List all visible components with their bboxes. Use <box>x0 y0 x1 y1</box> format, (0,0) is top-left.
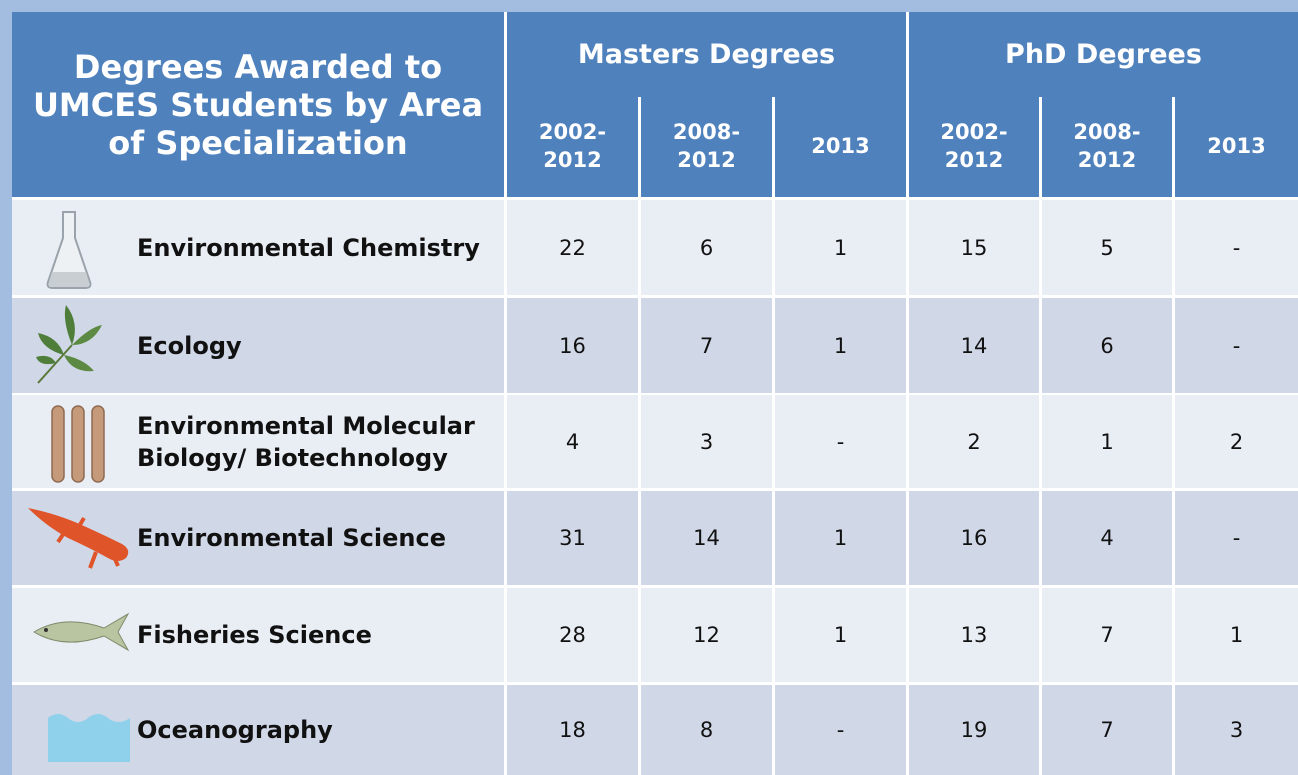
header-title: Degrees Awarded to UMCES Students by Are… <box>12 12 504 197</box>
cell: 14 <box>641 491 772 585</box>
cell: - <box>1175 200 1298 295</box>
cell: 22 <box>507 200 638 295</box>
cell: 12 <box>641 588 772 682</box>
cell: 2 <box>1175 395 1298 488</box>
cell: 31 <box>507 491 638 585</box>
leaf-icon <box>36 305 102 384</box>
cell: - <box>775 685 906 775</box>
cell: 1 <box>1042 395 1172 488</box>
cell: 3 <box>1175 685 1298 775</box>
cell: 13 <box>909 588 1039 682</box>
cell: 1 <box>775 298 906 393</box>
cell: - <box>1175 298 1298 393</box>
cell: 28 <box>507 588 638 682</box>
cell: 3 <box>641 395 772 488</box>
cell: 1 <box>775 491 906 585</box>
cell: - <box>775 395 906 488</box>
cell: 7 <box>1042 588 1172 682</box>
cell: 16 <box>507 298 638 393</box>
cell: 6 <box>1042 298 1172 393</box>
cell: 4 <box>1042 491 1172 585</box>
cell: 16 <box>909 491 1039 585</box>
column-header: 2002- 2012 <box>909 95 1039 197</box>
cell: 7 <box>641 298 772 393</box>
cell: 1 <box>775 200 906 295</box>
water-icon <box>48 714 130 762</box>
row-label: Environmental Chemistry <box>12 200 504 295</box>
group-header: Masters Degrees <box>507 12 906 97</box>
group-header: PhD Degrees <box>909 12 1298 97</box>
cell: 1 <box>775 588 906 682</box>
salamander-icon <box>28 508 129 569</box>
flask-icon <box>46 211 92 289</box>
test-tubes-icon <box>51 405 105 483</box>
cell: 5 <box>1042 200 1172 295</box>
column-header: 2013 <box>775 95 906 197</box>
cell: 18 <box>507 685 638 775</box>
cell: 1 <box>1175 588 1298 682</box>
cell: 19 <box>909 685 1039 775</box>
column-header: 2013 <box>1175 95 1298 197</box>
cell: - <box>1175 491 1298 585</box>
column-header: 2008- 2012 <box>1042 95 1172 197</box>
cell: 7 <box>1042 685 1172 775</box>
fish-icon <box>33 612 130 652</box>
row-label: Ecology <box>12 298 504 393</box>
cell: 8 <box>641 685 772 775</box>
cell: 6 <box>641 200 772 295</box>
column-header: 2008- 2012 <box>641 95 772 197</box>
column-header: 2002- 2012 <box>507 95 638 197</box>
cell: 2 <box>909 395 1039 488</box>
cell: 4 <box>507 395 638 488</box>
cell: 15 <box>909 200 1039 295</box>
cell: 14 <box>909 298 1039 393</box>
